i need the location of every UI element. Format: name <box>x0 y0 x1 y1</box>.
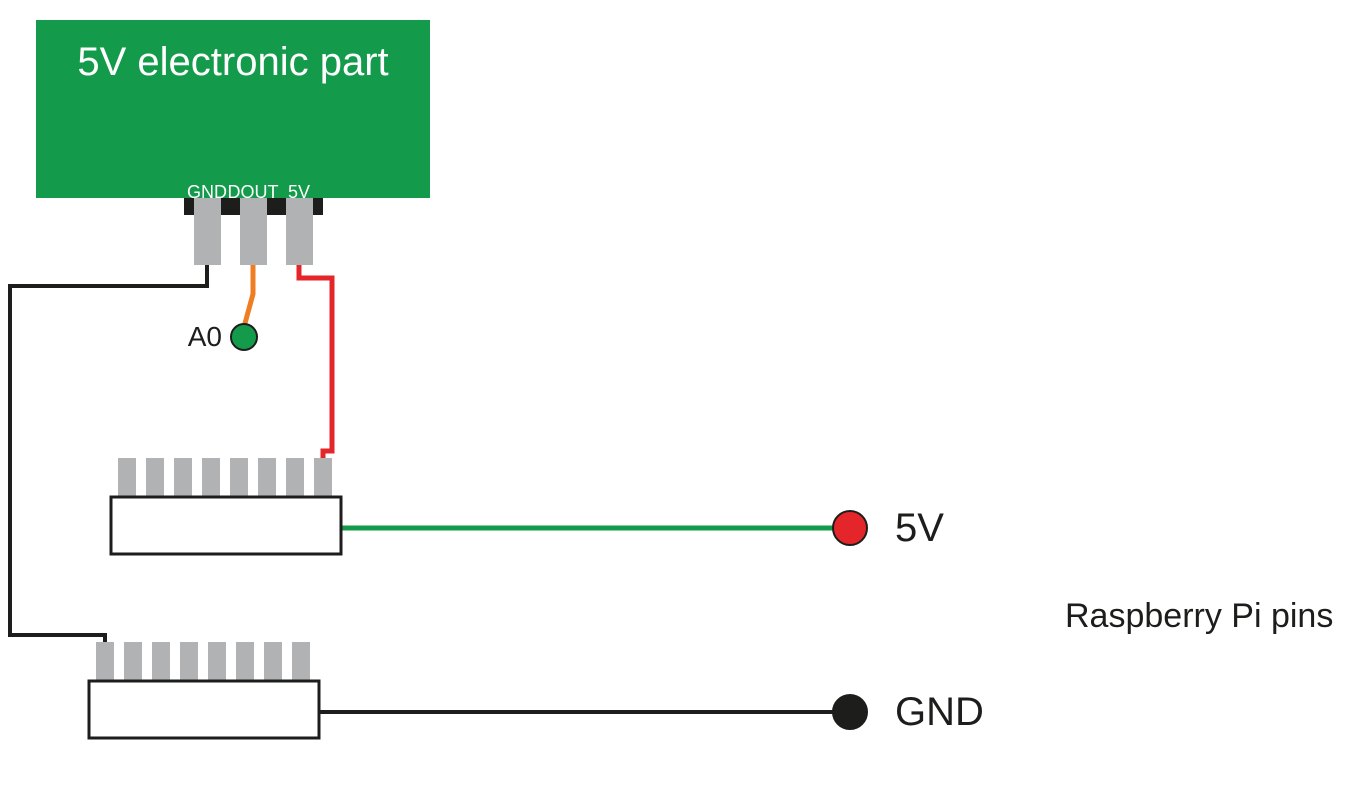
header-bottom <box>89 681 319 738</box>
a0-node <box>231 324 257 350</box>
header-top-pin <box>230 458 248 497</box>
header-top-pin <box>258 458 276 497</box>
header-bottom-pin <box>124 642 142 681</box>
header-bottom-pin <box>264 642 282 681</box>
header-top-pin <box>314 458 332 497</box>
header-top <box>111 497 341 554</box>
module-pin-top <box>240 198 267 215</box>
module-pin-top <box>286 198 313 215</box>
section-label: Raspberry Pi pins <box>1065 597 1333 635</box>
header-top-pin <box>202 458 220 497</box>
module-pin-stub <box>286 215 313 265</box>
header-bottom-pin <box>236 642 254 681</box>
module-title: 5V electronic part <box>77 40 388 84</box>
module-pin-stub <box>194 215 221 265</box>
module-pin-stub <box>240 215 267 265</box>
a0-label: A0 <box>188 321 222 352</box>
node-gnd-label: GND <box>895 690 984 734</box>
header-top-pin <box>146 458 164 497</box>
header-top-pin <box>286 458 304 497</box>
header-bottom-pin <box>180 642 198 681</box>
header-top-pin <box>118 458 136 497</box>
header-bottom-pin <box>96 642 114 681</box>
node-gnd <box>833 695 867 729</box>
node-v5-label: 5V <box>895 506 944 550</box>
header-bottom-pin <box>152 642 170 681</box>
header-bottom-pin <box>292 642 310 681</box>
header-bottom-pin <box>208 642 226 681</box>
node-v5 <box>833 511 867 545</box>
header-top-pin <box>174 458 192 497</box>
module-pin-top <box>194 198 221 215</box>
